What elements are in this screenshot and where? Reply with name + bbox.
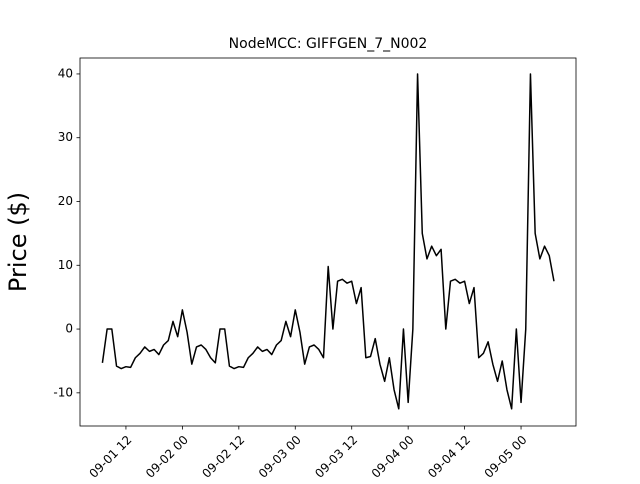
x-tick-label: 09-02 12: [199, 433, 247, 480]
x-tick-label: 09-03 00: [256, 433, 304, 480]
y-tick-label: 40: [58, 66, 73, 80]
x-tick-label: 09-04 12: [425, 433, 473, 480]
x-tick-label: 09-05 00: [482, 433, 530, 480]
x-tick-label: 09-03 12: [312, 433, 360, 480]
y-axis-label: Price ($): [4, 192, 32, 292]
data-line: [101, 73, 555, 410]
y-tick-label: 20: [58, 194, 73, 208]
x-tick-label: 09-01 12: [86, 433, 134, 480]
x-tick-label: 09-02 00: [143, 433, 191, 480]
plot-frame: [79, 57, 577, 427]
y-tick-label: -10: [53, 385, 73, 399]
y-tick-label: 30: [58, 130, 73, 144]
x-tick-label: 09-04 00: [369, 433, 417, 480]
chart-title: NodeMCC: GIFFGEN_7_N002: [229, 36, 428, 52]
y-tick-label: 10: [58, 258, 73, 272]
y-tick-label: 0: [65, 322, 73, 336]
